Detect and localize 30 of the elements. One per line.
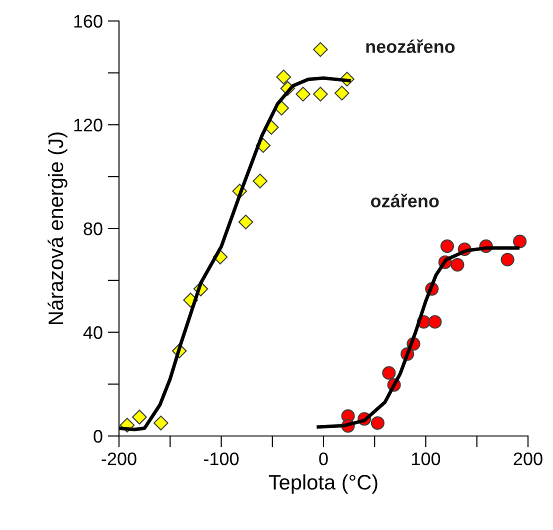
point [153,416,168,430]
series-label: neozářeno [366,39,455,53]
y-axis-title: Nárazová energie (J) [48,132,68,324]
series-label: ozářeno [370,194,439,208]
y-tick-label: 160 [74,14,102,28]
point [382,366,396,380]
point [440,239,454,253]
point [238,214,254,230]
x-tick-label: -200 [102,452,136,466]
point [313,42,328,57]
point [370,416,384,430]
point [276,70,292,84]
y-tick-label: 0 [94,430,102,443]
y-tick-label: 40 [83,326,102,339]
point [500,252,514,266]
point [132,410,147,424]
y-tick-label: 80 [84,222,102,236]
x-tick-label: 100 [412,452,440,466]
y-tick-label: 120 [74,118,102,132]
point [513,234,527,248]
x-tick-label: -100 [204,452,239,466]
point [334,86,350,101]
point [252,174,268,188]
point [450,258,464,272]
x-tick-label: 200 [514,452,542,466]
point [428,315,442,329]
point [313,86,328,102]
x-tick-label: 0 [319,452,328,466]
x-axis-title: Teplota (°C) [268,474,378,494]
point [296,86,310,102]
